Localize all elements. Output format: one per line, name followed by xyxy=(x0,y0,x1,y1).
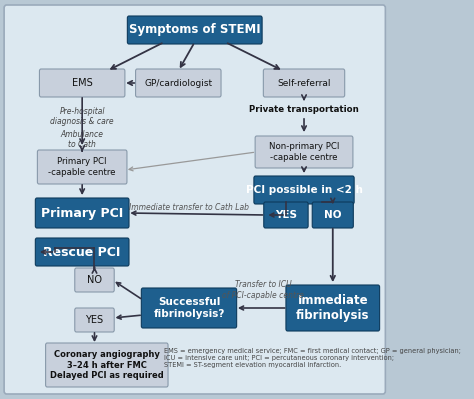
Text: Self-referral: Self-referral xyxy=(277,79,331,87)
FancyBboxPatch shape xyxy=(128,16,262,44)
Text: Symptoms of STEMI: Symptoms of STEMI xyxy=(129,24,261,36)
Text: Immediate transfer to Cath Lab: Immediate transfer to Cath Lab xyxy=(129,203,249,213)
FancyBboxPatch shape xyxy=(36,238,129,266)
Text: Coronary angiography
3–24 h after FMC
Delayed PCI as required: Coronary angiography 3–24 h after FMC De… xyxy=(50,350,164,380)
Text: Successful
fibrinolysis?: Successful fibrinolysis? xyxy=(153,297,225,319)
FancyBboxPatch shape xyxy=(37,150,127,184)
FancyBboxPatch shape xyxy=(286,285,380,331)
FancyBboxPatch shape xyxy=(264,69,345,97)
FancyBboxPatch shape xyxy=(36,198,129,228)
FancyBboxPatch shape xyxy=(46,343,168,387)
FancyBboxPatch shape xyxy=(4,5,385,394)
Text: Private transportation: Private transportation xyxy=(249,105,359,115)
FancyBboxPatch shape xyxy=(39,69,125,97)
Text: Transfer to ICU
of PCI-capable centre: Transfer to ICU of PCI-capable centre xyxy=(222,280,304,300)
Text: Non-primary PCI
-capable centre: Non-primary PCI -capable centre xyxy=(269,142,339,162)
Text: Pre-hospital
diagnosis & care: Pre-hospital diagnosis & care xyxy=(50,107,114,126)
FancyBboxPatch shape xyxy=(75,308,114,332)
Text: Primary PCI: Primary PCI xyxy=(41,207,123,219)
FancyBboxPatch shape xyxy=(254,176,354,204)
FancyBboxPatch shape xyxy=(136,69,221,97)
FancyBboxPatch shape xyxy=(312,202,353,228)
Text: Primary PCI
-capable centre: Primary PCI -capable centre xyxy=(48,157,116,177)
FancyBboxPatch shape xyxy=(264,202,308,228)
Text: NO: NO xyxy=(324,210,342,220)
Text: PCI possible in <2 h: PCI possible in <2 h xyxy=(246,185,363,195)
Text: YES: YES xyxy=(85,315,103,325)
Text: NO: NO xyxy=(87,275,102,285)
Text: Ambulance
to Cath: Ambulance to Cath xyxy=(61,130,104,149)
Text: YES: YES xyxy=(275,210,297,220)
Text: EMS = emergency medical service; FMC = first medical contact; GP = general physi: EMS = emergency medical service; FMC = f… xyxy=(164,348,461,368)
Text: Rescue PCI: Rescue PCI xyxy=(44,245,121,259)
FancyBboxPatch shape xyxy=(141,288,237,328)
FancyBboxPatch shape xyxy=(75,268,114,292)
Text: EMS: EMS xyxy=(72,78,92,88)
Text: Immediate
fibrinolysis: Immediate fibrinolysis xyxy=(296,294,370,322)
Text: GP/cardiologist: GP/cardiologist xyxy=(144,79,212,87)
FancyBboxPatch shape xyxy=(255,136,353,168)
